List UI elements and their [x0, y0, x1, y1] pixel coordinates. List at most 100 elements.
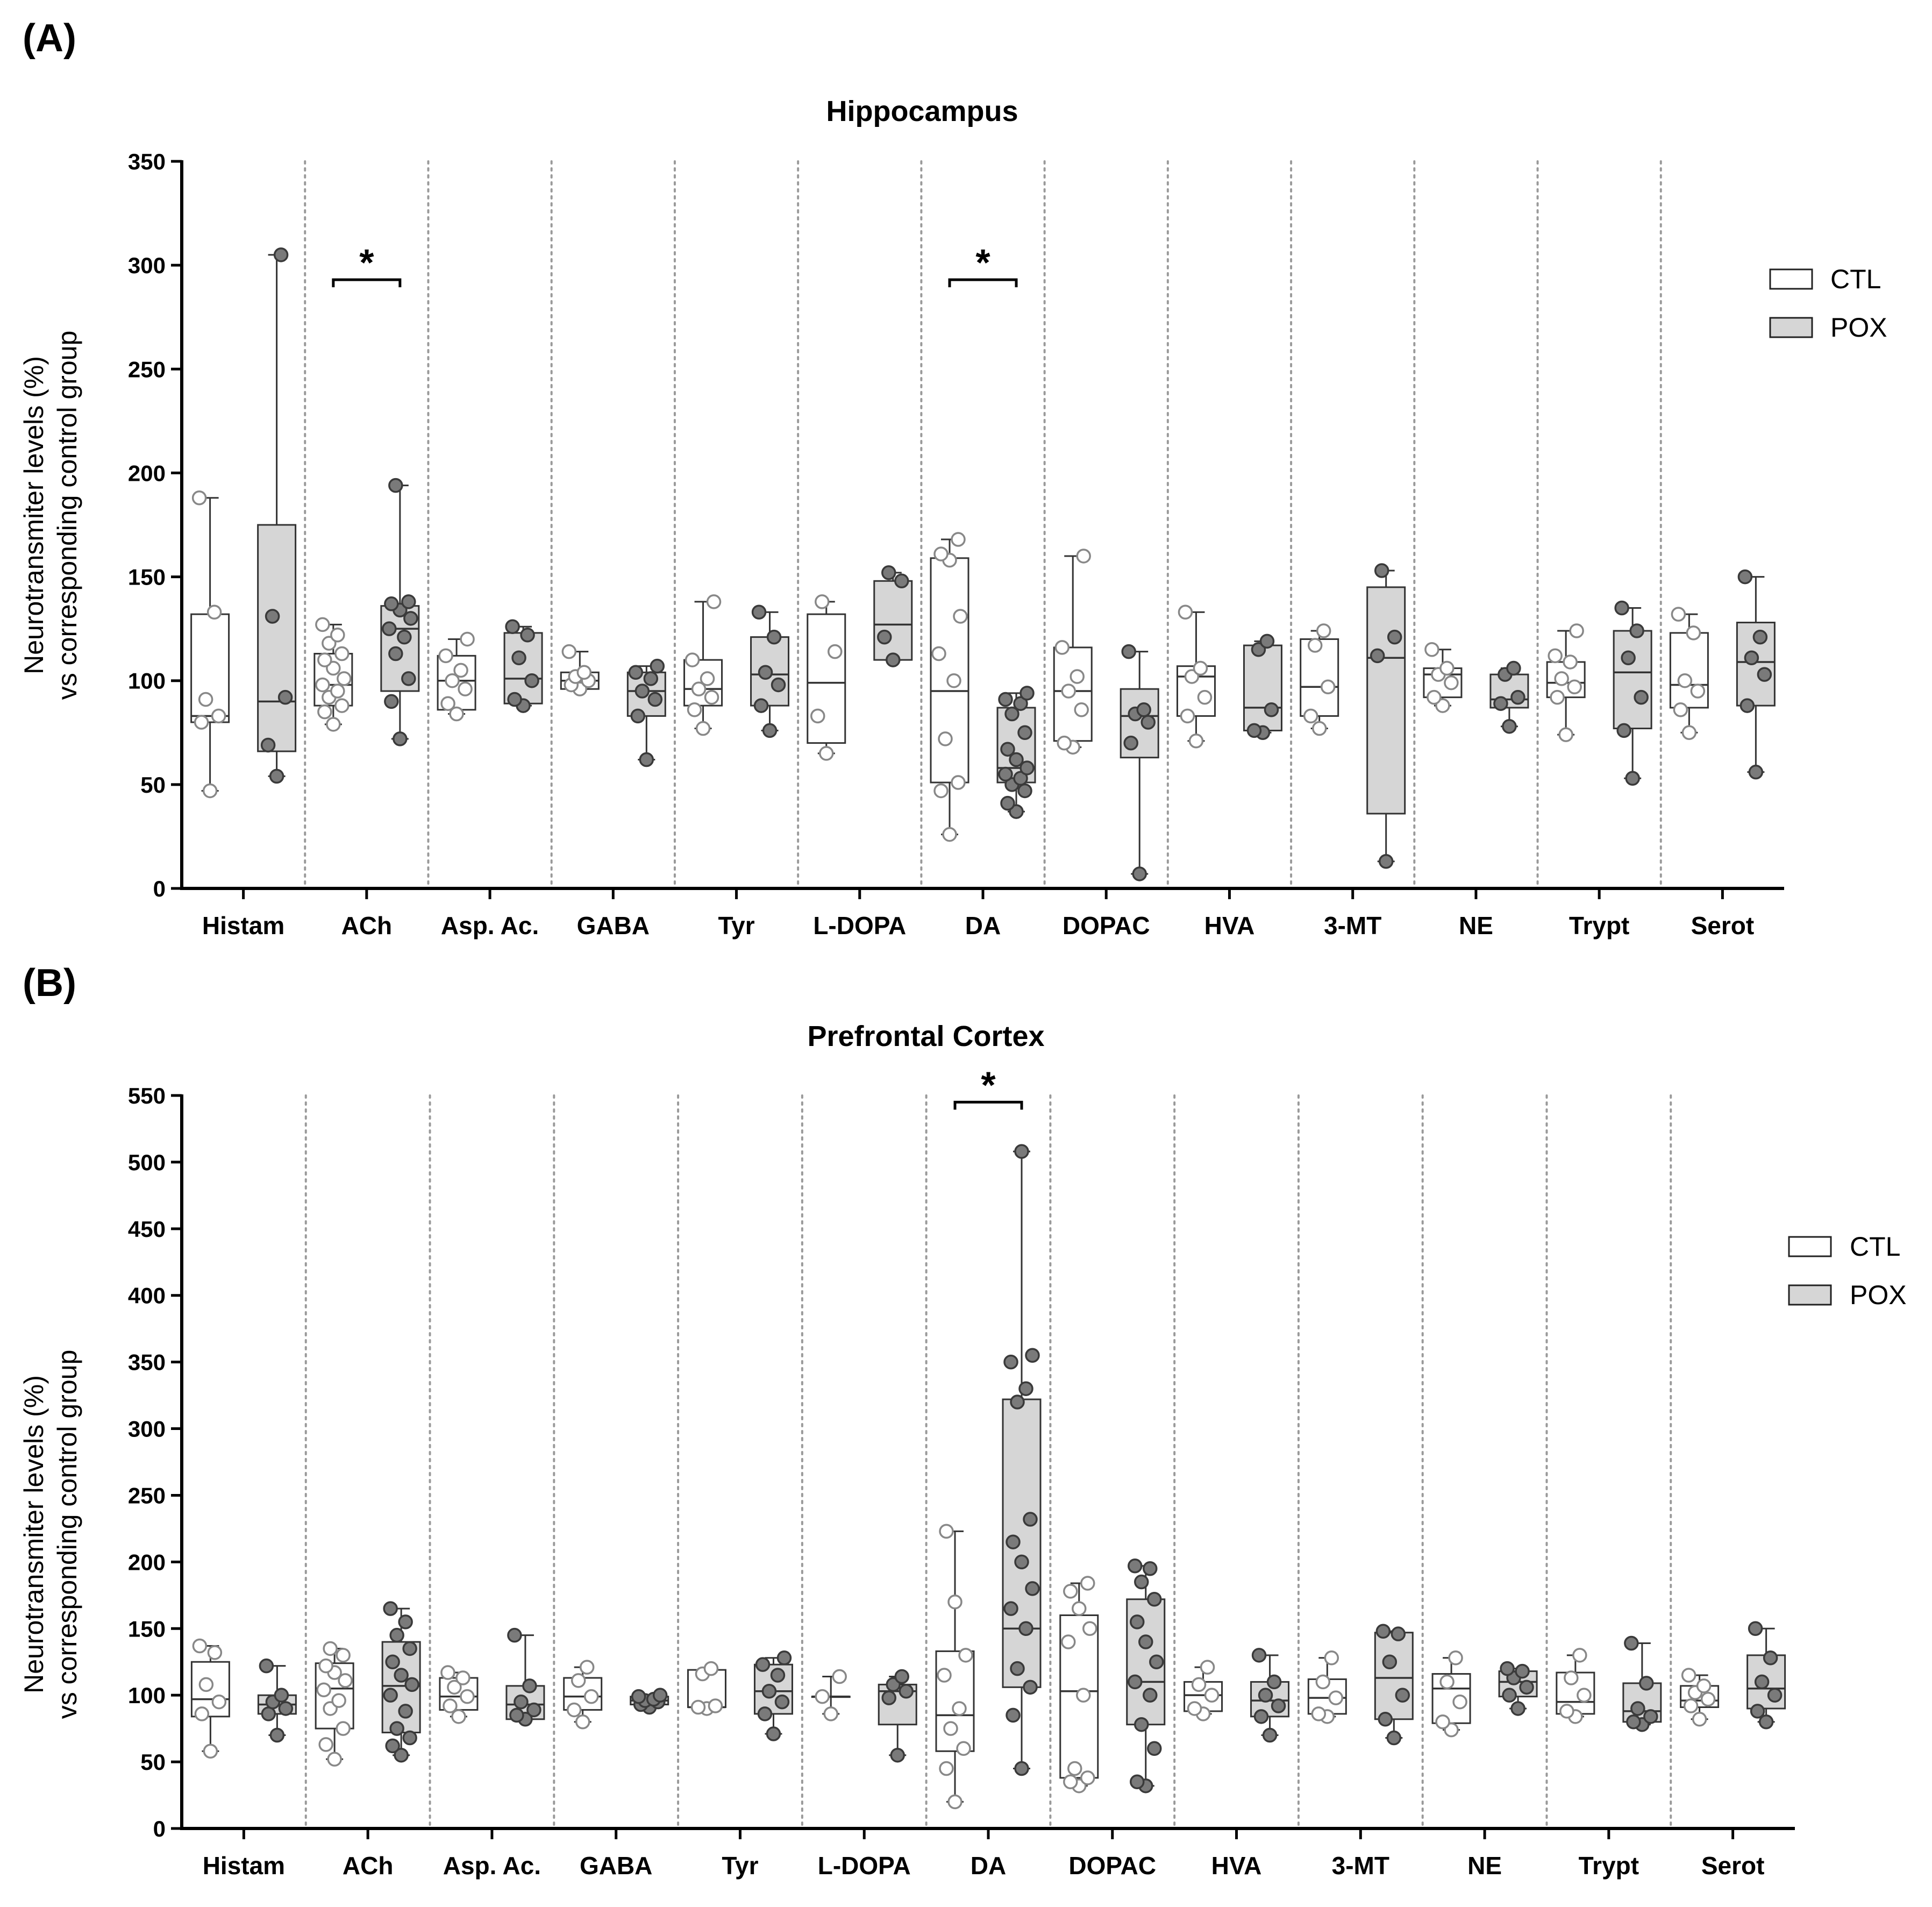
data-point-pox: [886, 652, 901, 667]
data-point-pox: [1629, 623, 1644, 638]
data-point-pox: [639, 752, 654, 767]
significance-marker: *: [359, 241, 374, 283]
category-group-ne: [1431, 1650, 1538, 1738]
data-point-pox: [890, 1747, 905, 1763]
data-point-pox: [998, 766, 1013, 782]
box-pox: [1374, 1632, 1414, 1720]
data-point-ctl: [451, 1709, 466, 1724]
data-point-pox: [1010, 1661, 1025, 1676]
legend-swatch-ctl: [1788, 1236, 1832, 1257]
chart-title: Hippocampus: [826, 95, 1018, 127]
data-point-ctl: [334, 646, 350, 661]
y-tick-label: 150: [128, 565, 166, 590]
data-point-ctl: [1686, 625, 1701, 641]
data-point-ctl: [445, 673, 460, 688]
y-tick-label: 50: [140, 772, 166, 798]
data-point-ctl: [326, 660, 341, 676]
data-point-ctl: [460, 631, 475, 647]
data-point-pox: [894, 573, 909, 589]
data-point-pox: [398, 1614, 413, 1630]
data-point-pox: [385, 1654, 400, 1669]
y-tick-label: 350: [128, 149, 166, 174]
y-tick-label: 450: [128, 1216, 166, 1242]
data-point-ctl: [810, 708, 825, 724]
x-tick-label-ne: NE: [1467, 1852, 1502, 1880]
y-axis-label-line1: Neurotransmiter levels (%): [19, 1375, 49, 1693]
data-point-ctl: [318, 1658, 333, 1674]
data-point-pox: [1630, 1701, 1645, 1716]
data-point-pox: [382, 621, 397, 636]
data-point-ctl: [326, 717, 341, 732]
box-pox: [1243, 644, 1282, 731]
chart-title: Prefrontal Cortex: [807, 1020, 1044, 1052]
data-point-ctl: [943, 1721, 958, 1736]
x-tick-label-trypt: Trypt: [1579, 1852, 1639, 1880]
data-point-pox: [755, 1657, 771, 1672]
legend-swatch-pox: [1769, 317, 1813, 338]
data-point-pox: [526, 1702, 541, 1718]
data-point-pox: [524, 673, 539, 688]
x-tick-label-ne: NE: [1459, 912, 1493, 940]
data-point-ctl: [1076, 1688, 1091, 1703]
data-point-pox: [394, 1747, 409, 1763]
data-point-ctl: [931, 646, 946, 661]
y-tick-label: 300: [128, 1417, 166, 1442]
category-group-trypt: [1556, 1635, 1662, 1732]
legend-label-pox: POX: [1850, 1280, 1907, 1310]
data-point-ctl: [691, 681, 707, 696]
data-point-ctl: [1452, 1694, 1467, 1710]
significance-da: *: [948, 241, 1018, 288]
y-tick-label: 200: [128, 1549, 166, 1575]
legend: CTL POX: [1788, 1232, 1907, 1310]
plot-area: 0 50 100 150 200 250 300 350 400 450 500 550 Histam A…: [128, 1064, 1795, 1880]
data-point-pox: [273, 247, 289, 262]
data-point-pox: [1266, 1674, 1282, 1690]
data-point-ctl: [1311, 1706, 1327, 1721]
data-point-ctl: [1070, 669, 1085, 684]
data-point-pox: [1493, 696, 1508, 711]
data-point-ctl: [211, 1694, 227, 1710]
significance-marker: *: [981, 1064, 996, 1106]
data-point-ctl: [1572, 1648, 1587, 1663]
data-point-pox: [1758, 1714, 1774, 1730]
panel-b: (B) Prefrontal Cortex Neurotransmiter le…: [0, 952, 1932, 1907]
data-point-pox: [1502, 718, 1517, 734]
data-point-pox: [899, 1683, 914, 1699]
data-point-pox: [1259, 634, 1275, 649]
data-point-ctl: [1558, 727, 1573, 742]
data-point-pox: [1018, 1621, 1033, 1636]
data-point-ctl: [704, 689, 719, 705]
data-point-pox: [1147, 1592, 1162, 1607]
data-point-ctl: [440, 696, 455, 711]
data-point-pox: [1130, 1774, 1145, 1790]
data-point-ctl: [330, 684, 345, 699]
data-point-pox: [1253, 1709, 1269, 1724]
y-tick-label: 250: [128, 1483, 166, 1508]
data-point-ctl: [316, 1682, 331, 1698]
data-point-pox: [635, 684, 650, 699]
data-point-pox: [1391, 1626, 1406, 1641]
data-point-pox: [1626, 1714, 1641, 1730]
data-point-pox: [1006, 1534, 1021, 1549]
y-tick-label: 150: [128, 1616, 166, 1641]
data-point-pox: [1003, 1601, 1018, 1616]
data-point-pox: [1754, 1674, 1770, 1690]
data-point-ctl: [1424, 642, 1439, 657]
category-group-hva: [1176, 604, 1282, 749]
category-group-3-mt: [1307, 1624, 1414, 1746]
data-point-ctl: [947, 1794, 963, 1810]
data-point-pox: [401, 594, 416, 609]
data-point-pox: [757, 1706, 773, 1721]
x-tick-label-3-mt: 3-MT: [1332, 1852, 1389, 1880]
y-tick-label: 200: [128, 460, 166, 486]
data-point-ctl: [1307, 638, 1323, 653]
data-point-pox: [650, 658, 665, 674]
data-point-pox: [1748, 1621, 1763, 1636]
data-point-pox: [507, 1627, 522, 1643]
x-tick-label-asp-ac: Asp. Ac.: [443, 1852, 541, 1880]
significance-bracket: [948, 278, 1018, 288]
data-point-ctl: [703, 1661, 719, 1676]
box-pox: [873, 580, 913, 661]
y-tick-label: 100: [128, 1683, 166, 1708]
data-point-pox: [1134, 1574, 1149, 1590]
